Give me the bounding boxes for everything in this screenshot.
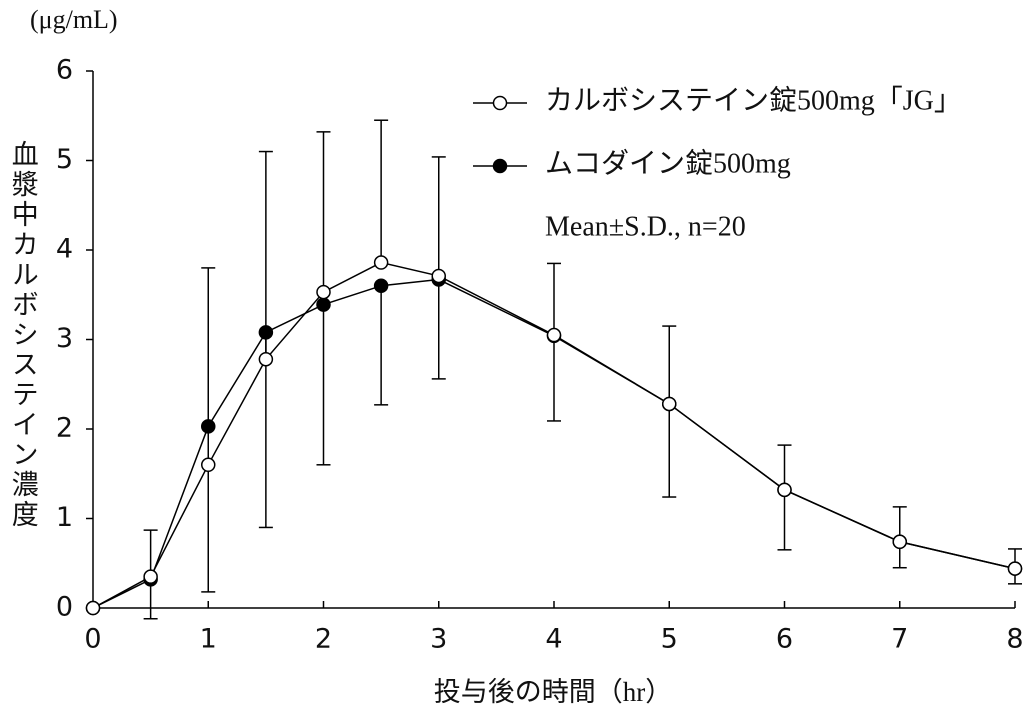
error-bar xyxy=(374,285,389,406)
marker xyxy=(373,255,389,270)
error-bar xyxy=(316,131,331,293)
series-line xyxy=(92,261,1016,609)
marker xyxy=(546,327,562,343)
x-tick-label: 0 xyxy=(84,624,101,655)
x-tick-label: 3 xyxy=(430,624,447,655)
error-bar xyxy=(777,444,792,490)
error-bar xyxy=(662,325,677,404)
y-axis-label: 血漿中カルボシステイン濃度 xyxy=(8,140,39,530)
marker xyxy=(201,457,216,473)
marker xyxy=(258,351,274,367)
x-tick-label: 8 xyxy=(1006,624,1023,655)
legend-marker xyxy=(492,158,508,174)
x-axis-label: 投与後の時間（hr） xyxy=(434,677,673,707)
x-tick-label: 4 xyxy=(545,624,562,655)
y-tick-label: 5 xyxy=(56,144,73,175)
marker xyxy=(431,268,446,284)
error-bar xyxy=(777,489,792,551)
marker xyxy=(1007,561,1023,576)
marker xyxy=(201,419,216,434)
error-bar xyxy=(662,403,677,498)
marker xyxy=(777,482,792,498)
error-bar xyxy=(431,279,446,380)
y-tick-label: 4 xyxy=(56,234,73,265)
marker xyxy=(316,284,331,300)
y-tick-label: 6 xyxy=(56,55,73,86)
error-bar xyxy=(374,119,389,263)
legend-marker xyxy=(492,95,508,111)
marker xyxy=(373,278,389,294)
y-tick-label: 2 xyxy=(56,413,73,444)
marker xyxy=(892,534,907,550)
annotation: Mean±S.D., n=20 xyxy=(545,211,746,242)
x-tick-label: 7 xyxy=(891,624,908,655)
marker xyxy=(85,600,101,616)
y-tick-label: 3 xyxy=(56,323,73,354)
marker xyxy=(316,297,331,312)
legend-label: カルボシステイン錠500mg「JG」 xyxy=(545,84,962,116)
x-tick-label: 2 xyxy=(315,624,332,655)
unit-label: (μg/mL) xyxy=(30,5,118,34)
x-tick-label: 5 xyxy=(661,624,678,655)
x-tick-label: 1 xyxy=(200,624,217,655)
error-bar xyxy=(547,335,561,422)
y-tick-label: 0 xyxy=(56,592,73,623)
error-bar xyxy=(316,304,331,466)
error-bar xyxy=(547,262,561,336)
error-bar xyxy=(201,267,216,465)
legend-label: ムコダイン錠500mg xyxy=(545,147,791,179)
marker xyxy=(143,569,158,584)
y-tick-label: 1 xyxy=(56,502,73,533)
error-bar xyxy=(258,150,273,360)
marker xyxy=(662,396,677,412)
x-tick-label: 6 xyxy=(776,624,793,655)
marker xyxy=(258,325,274,340)
error-bar xyxy=(143,529,158,577)
error-bar xyxy=(431,156,446,276)
